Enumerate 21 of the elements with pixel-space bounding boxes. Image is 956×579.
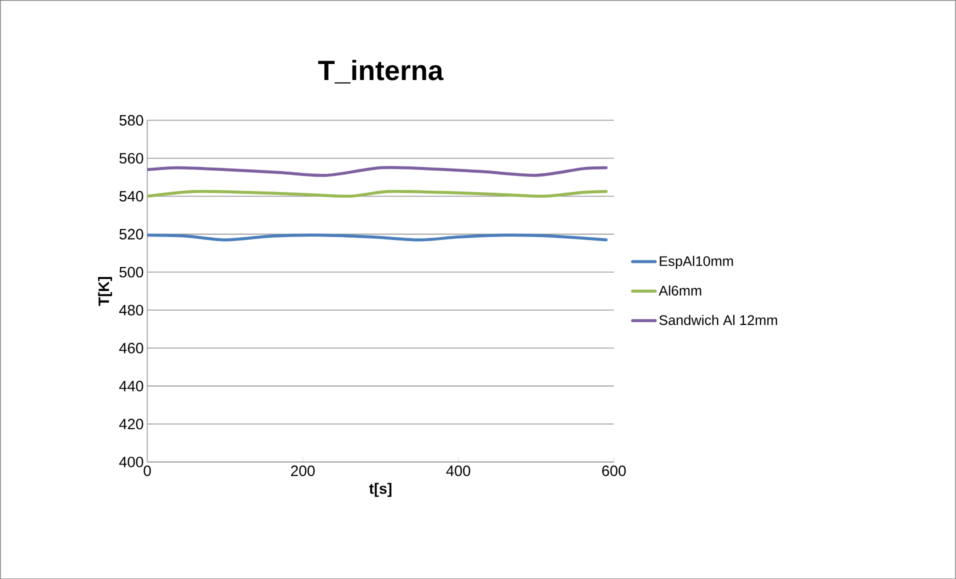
line-series xyxy=(147,166,608,177)
chart-title: T_interna xyxy=(318,60,444,84)
x-tick-label: 200 xyxy=(291,465,315,476)
x-tick-label: 600 xyxy=(602,465,626,476)
y-tick-label: 520 xyxy=(119,228,144,240)
y-axis-title: T[K] xyxy=(98,276,112,306)
y-tick-label: 580 xyxy=(119,114,144,126)
x-tick-label: 400 xyxy=(446,465,470,476)
legend-label: EspAl10mm xyxy=(660,256,733,269)
x-axis-title: t[s] xyxy=(369,482,392,497)
y-tick-label: 420 xyxy=(119,418,144,430)
y-tick-label: 440 xyxy=(119,380,144,392)
legend-label: Al6mm xyxy=(658,285,702,296)
y-tick-label: 400 xyxy=(119,456,144,468)
x-tick-label: 0 xyxy=(144,465,151,476)
y-tick-label: 500 xyxy=(119,266,144,278)
legend-label: Sandwich Al 12mm xyxy=(659,314,778,325)
y-tick-label: 560 xyxy=(119,152,144,164)
y-tick-label: 460 xyxy=(119,342,144,354)
y-tick-label: 540 xyxy=(119,190,144,202)
y-tick-label: 480 xyxy=(119,304,144,316)
